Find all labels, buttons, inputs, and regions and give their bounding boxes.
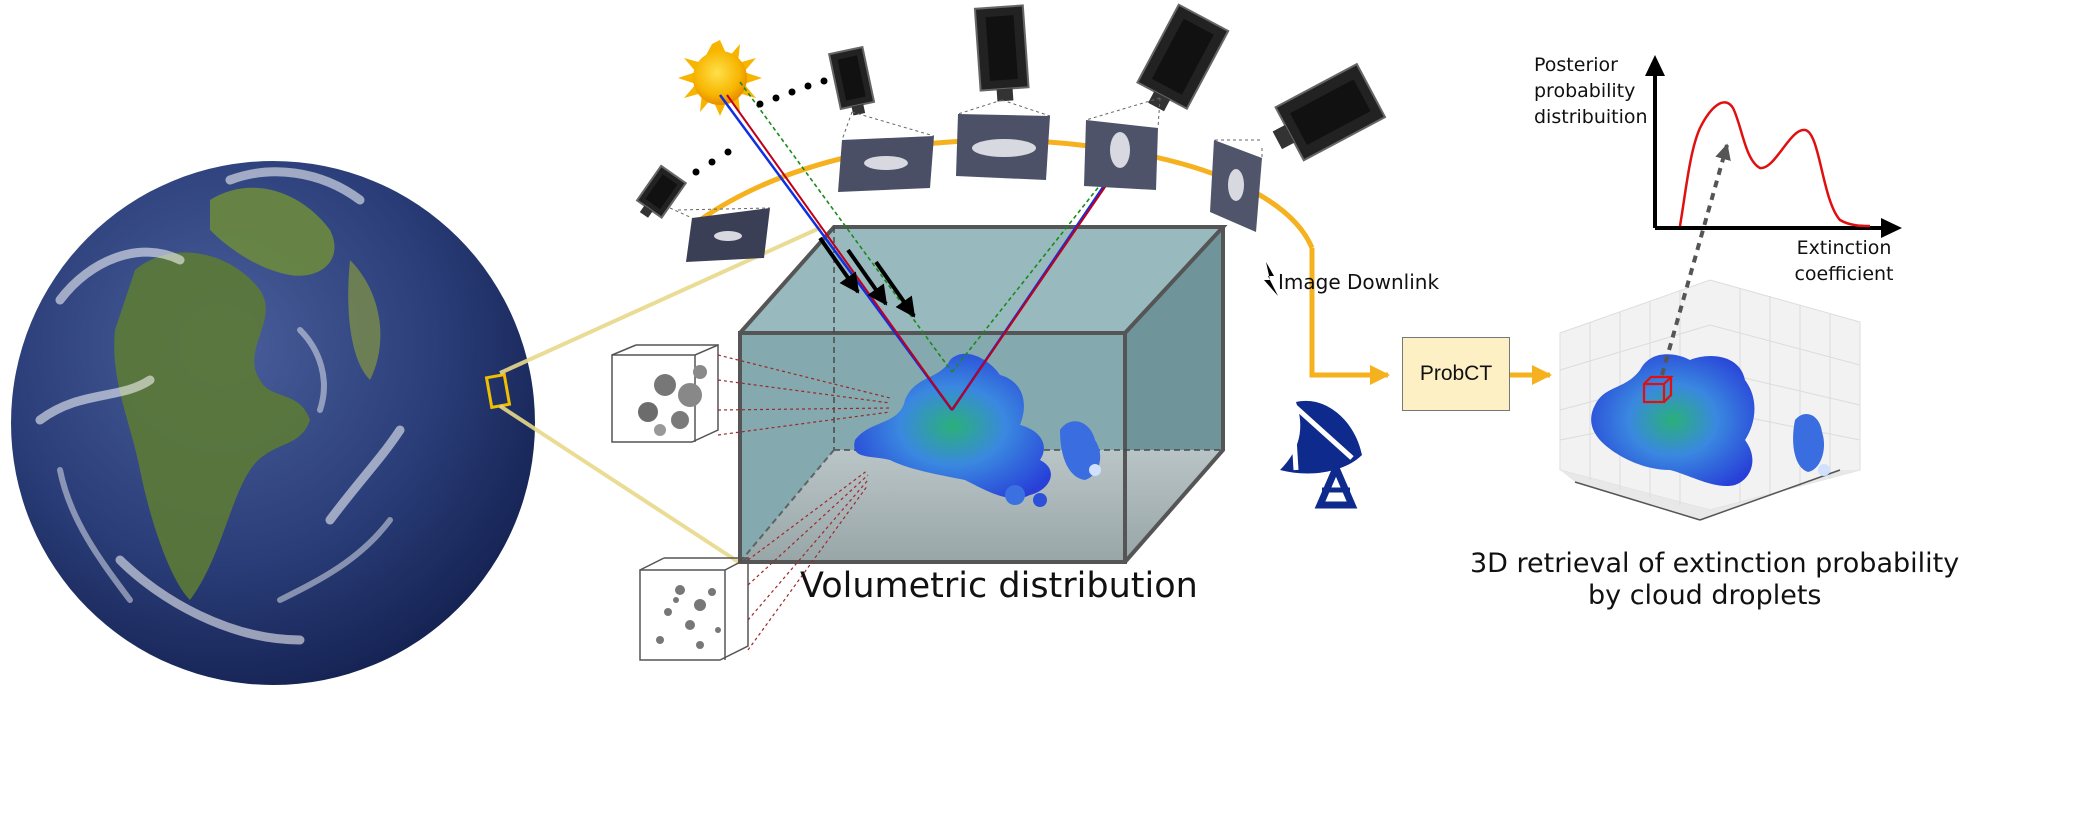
satellite-camera-4: [1136, 3, 1230, 112]
inset-connector-lines: [717, 354, 891, 651]
droplet-cube-small: [639, 556, 749, 661]
incoming-radiation-arrows: [818, 236, 916, 318]
sun-icon: [678, 40, 762, 116]
satellite-camera-1: [635, 164, 688, 219]
posterior-pdf-plot: [1645, 55, 1902, 238]
zoom-projection-lines: [498, 225, 823, 565]
retrieval-caption-line1: 3D retrieval of extinction probability: [1470, 548, 1960, 579]
retrieval-3d-plot: [1559, 279, 1861, 521]
ground-antenna-icon: [1280, 400, 1362, 509]
captured-image-2: [838, 111, 935, 192]
satellite-trail: [692, 77, 828, 176]
sample-pdf-pointer-arrow: [1660, 143, 1731, 376]
probct-label: ProbCT: [1419, 362, 1493, 385]
solar-rays: [718, 81, 1119, 411]
probct-processor-box: ProbCT: [1402, 337, 1510, 411]
downlink-orbit-arrow: [1309, 248, 1390, 385]
cloud-3d-render: [854, 353, 1101, 507]
posterior-axis-label: Posterior probability distribuition: [1534, 54, 1648, 128]
volumetric-distribution-label: Volumetric distribution: [800, 566, 1198, 606]
droplet-cube-large: [611, 343, 719, 443]
satellite-camera-2: [827, 45, 876, 116]
cloud-volume-box: [738, 225, 1228, 564]
satellite-camera-5: [1272, 62, 1387, 162]
image-downlink-label: Image Downlink: [1278, 270, 1440, 294]
retrieval-caption-line2: by cloud droplets: [1588, 580, 1822, 611]
lightning-icon: [1264, 262, 1278, 296]
captured-image-4: [1084, 97, 1161, 190]
captured-image-5: [1210, 139, 1263, 232]
satellite-camera-3: [973, 4, 1030, 102]
satellite-orbit-arc: [698, 137, 1315, 249]
captured-image-1: [669, 207, 771, 262]
pdf-curve: [1678, 101, 1871, 228]
earth-globe: [11, 161, 535, 685]
extinction-axis-label: Extinction coefficient: [1794, 237, 1894, 285]
captured-image-3: [956, 99, 1051, 180]
